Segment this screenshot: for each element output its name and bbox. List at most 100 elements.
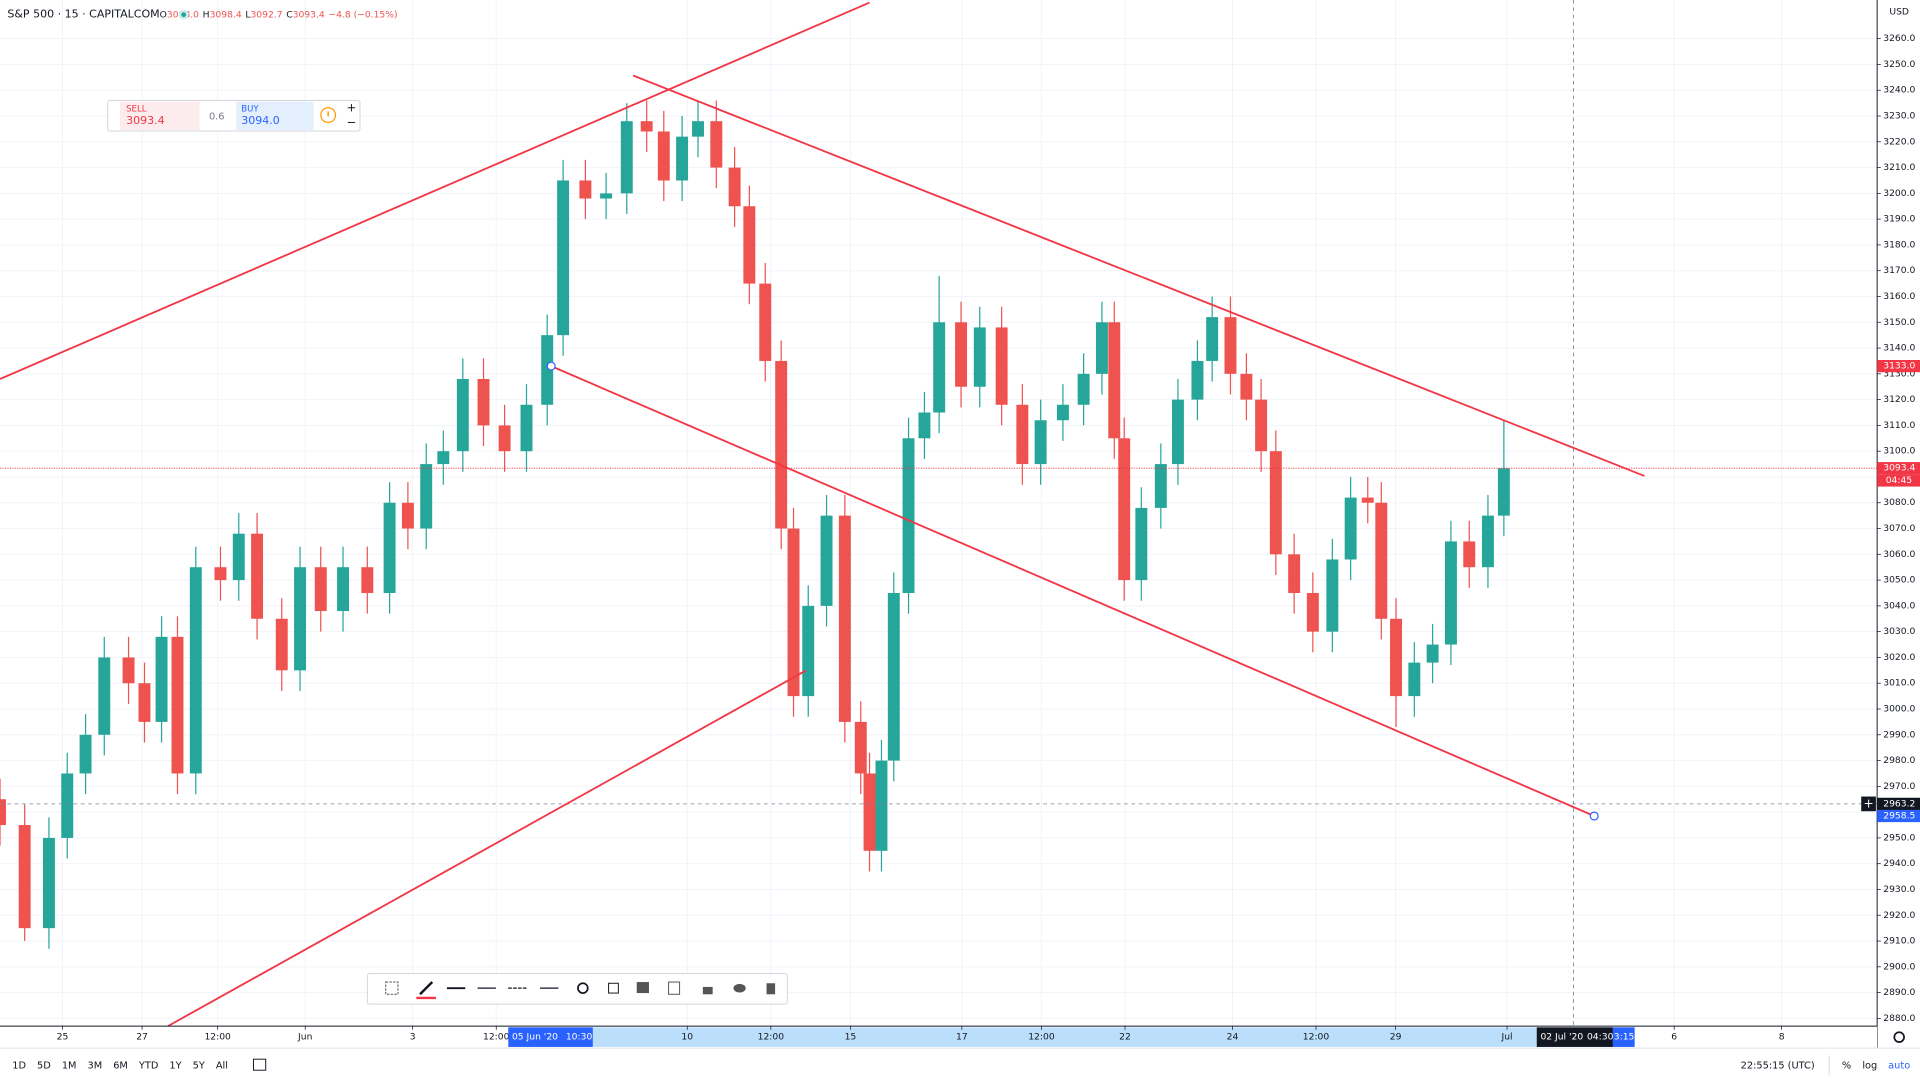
trend-line[interactable] [632, 74, 1645, 477]
candle-body [1056, 404, 1069, 421]
x-tick-label: 15 [845, 1032, 857, 1043]
candle-body [314, 567, 327, 612]
price-tag-label: 3133.0 [1883, 361, 1915, 372]
price-tag-label: 3093.4 [1883, 463, 1915, 474]
candle-body [1016, 404, 1029, 465]
log-toggle[interactable]: log [1862, 1060, 1877, 1071]
selection-range [508, 1027, 1635, 1047]
range-button[interactable]: 1Y [169, 1060, 181, 1071]
candle-body [759, 283, 772, 361]
y-tick-label: 3040.0 [1883, 600, 1915, 611]
x-tick-label: 29 [1390, 1032, 1402, 1043]
drawings [0, 1, 1645, 1027]
clock[interactable]: 22:55:15 (UTC) [1741, 1060, 1815, 1071]
y-tick-label: 2940.0 [1883, 858, 1915, 869]
x-tick-label: 24 [1227, 1032, 1239, 1043]
change: −4.8 (−0.15%) [328, 9, 397, 20]
candle-body [18, 825, 31, 929]
price-tag [1877, 462, 1920, 475]
range-button[interactable]: All [216, 1060, 228, 1071]
candle-body [902, 438, 915, 593]
goto-date-button[interactable] [252, 1058, 267, 1071]
candle-body [1224, 317, 1237, 374]
range-button[interactable]: 1D [12, 1060, 26, 1071]
plot: + [0, 0, 1878, 1027]
candle-body [498, 425, 511, 452]
lock-button[interactable] [702, 986, 713, 995]
y-tick-label: 2930.0 [1883, 884, 1915, 895]
y-tick-label: 3190.0 [1883, 214, 1915, 225]
range-button[interactable]: 3M [88, 1060, 103, 1071]
crosshair-add-button[interactable] [1861, 796, 1876, 812]
trend-line[interactable] [550, 365, 1595, 817]
x-tick-label: 27 [136, 1032, 148, 1043]
trend-line[interactable] [0, 1, 870, 380]
candle-body [1118, 438, 1131, 581]
delete-button[interactable] [766, 983, 776, 995]
range-button[interactable]: 1M [62, 1060, 77, 1071]
candle-body [1481, 515, 1494, 568]
candle-body [802, 605, 815, 697]
alert-button[interactable] [608, 982, 619, 994]
settings-button[interactable] [577, 982, 589, 994]
range-button[interactable]: 5Y [193, 1060, 205, 1071]
candle-body [557, 180, 570, 336]
template-button[interactable] [385, 981, 399, 995]
candle-body [1463, 541, 1476, 568]
range-button[interactable]: 6M [113, 1060, 128, 1071]
candle-body [787, 528, 800, 697]
y-tick-label: 3000.0 [1883, 704, 1915, 715]
line-color-button[interactable] [419, 981, 434, 996]
percent-toggle[interactable]: % [1842, 1060, 1851, 1071]
y-tick-label: 2900.0 [1883, 961, 1915, 972]
hide-button[interactable] [733, 983, 746, 993]
ohlc-value: 3092.7 [250, 9, 282, 20]
y-tick-label: 3120.0 [1883, 394, 1915, 405]
range-button[interactable]: YTD [138, 1060, 158, 1071]
candle-body [1108, 322, 1121, 439]
candle-body [1154, 464, 1167, 508]
y-tick-label: 2880.0 [1883, 1013, 1915, 1024]
auto-toggle[interactable]: auto [1888, 1060, 1910, 1071]
sell-button[interactable] [120, 101, 200, 130]
candle-body [640, 121, 653, 132]
price-tag-label: 2958.5 [1883, 810, 1915, 821]
candle-body [579, 180, 592, 199]
y-tick-label: 2950.0 [1883, 832, 1915, 843]
candle-body [1288, 554, 1301, 593]
y-tick-label: 2910.0 [1883, 936, 1915, 947]
candle-body [820, 515, 833, 606]
price-tag [1877, 797, 1920, 811]
candle-body [710, 121, 723, 168]
range-button[interactable]: 5D [37, 1060, 51, 1071]
candle-body [1171, 399, 1184, 465]
candle-body [477, 378, 490, 426]
buy-button[interactable] [236, 101, 314, 130]
visual-order-button[interactable] [636, 982, 649, 994]
candle-body [973, 327, 986, 387]
ohlc-key: L [245, 9, 251, 20]
trend-line-handle[interactable] [546, 361, 556, 371]
y-tick-label: 3160.0 [1883, 291, 1915, 302]
candle-body [541, 335, 554, 405]
price-tag [1877, 359, 1920, 373]
candle-body [1408, 662, 1421, 697]
buy-label: BUY [241, 104, 259, 114]
candle-body [0, 799, 6, 826]
info-button[interactable] [320, 107, 337, 124]
candle-body [437, 451, 450, 465]
settings-gear[interactable] [1893, 1031, 1905, 1043]
candle-body [275, 618, 288, 671]
ohlc-key: O [160, 9, 167, 20]
ohlc-value: 3093.4 [293, 9, 325, 20]
clone-button[interactable] [668, 981, 681, 995]
candle-body [155, 636, 168, 722]
trend-line[interactable] [167, 669, 807, 1027]
trend-line-handle[interactable] [1589, 811, 1599, 821]
market-status[interactable] [178, 9, 189, 20]
x-tick-label: 17 [956, 1032, 968, 1043]
y-tick-label: 3100.0 [1883, 446, 1915, 457]
